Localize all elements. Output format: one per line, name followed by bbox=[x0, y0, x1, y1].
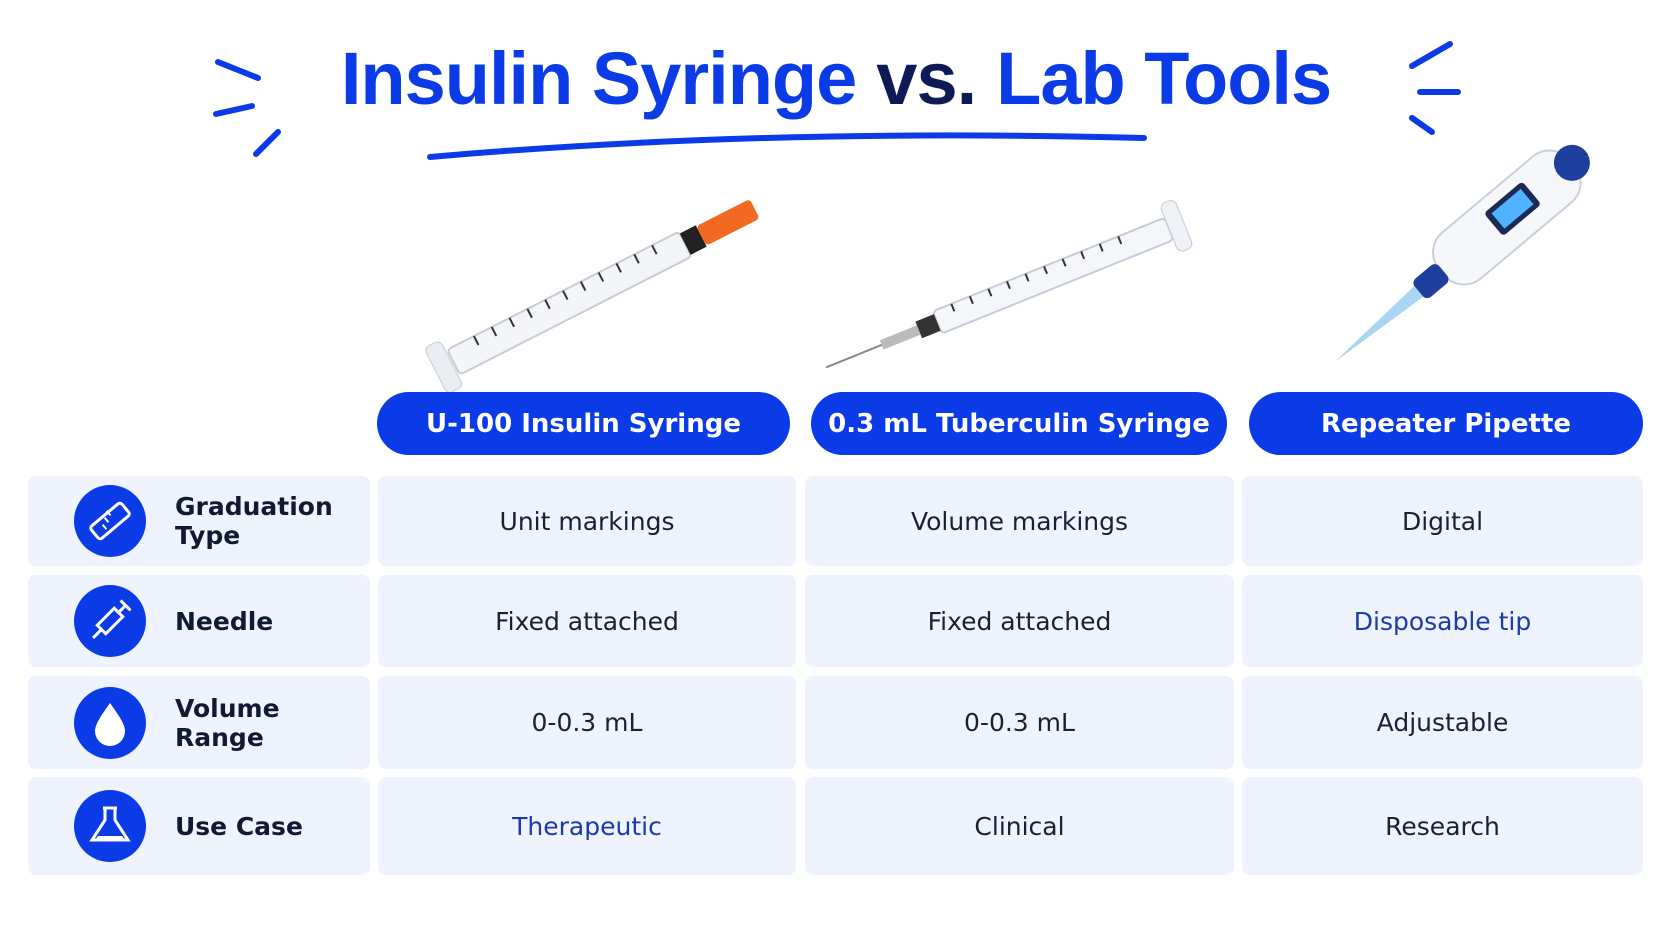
text: Therapeutic bbox=[512, 811, 662, 841]
text: 0-0.3 mL bbox=[531, 708, 643, 737]
text: Research bbox=[1385, 811, 1500, 841]
pipette-image bbox=[1334, 144, 1590, 363]
table-cell: Research bbox=[1242, 777, 1643, 875]
text: Needle bbox=[175, 606, 274, 636]
row-label: Graduation Type bbox=[28, 476, 370, 566]
text: 0-0.3 mL bbox=[964, 708, 1075, 737]
column-header: Repeater Pipette bbox=[1249, 392, 1643, 455]
row-icon bbox=[74, 585, 146, 657]
title: Insulin Syringe vs. Lab Tools bbox=[0, 36, 1672, 121]
text: Disposable tip bbox=[1353, 606, 1532, 636]
table-cell: Adjustable bbox=[1242, 676, 1643, 769]
row-label: Use Case bbox=[28, 777, 370, 875]
title-part: vs. bbox=[876, 37, 977, 120]
column-header: 0.3 mL Tuberculin Syringe bbox=[811, 392, 1227, 455]
table-cell: Volume markings bbox=[805, 476, 1234, 566]
column-header: U-100 Insulin Syringe bbox=[377, 392, 790, 455]
insulin-syringe-image bbox=[425, 200, 759, 393]
row-icon bbox=[74, 485, 146, 557]
text: Use Case bbox=[175, 811, 303, 841]
table-cell: Clinical bbox=[805, 777, 1234, 875]
table-cell: 0-0.3 mL bbox=[805, 676, 1234, 769]
text: Digital bbox=[1401, 506, 1484, 536]
text: Volume Range bbox=[175, 693, 280, 752]
text: Adjustable bbox=[1376, 708, 1509, 737]
text: Unit markings bbox=[499, 506, 675, 536]
table-cell: Therapeutic bbox=[378, 777, 796, 875]
table-cell: Disposable tip bbox=[1242, 575, 1643, 667]
row-icon bbox=[74, 790, 146, 862]
title-part: Lab Tools bbox=[996, 37, 1332, 120]
text: 0.3 mL Tuberculin Syringe bbox=[828, 408, 1210, 439]
text: Fixed attached bbox=[927, 606, 1112, 636]
decorations bbox=[213, 41, 1590, 393]
table-cell: 0-0.3 mL bbox=[378, 676, 796, 769]
text: Fixed attached bbox=[495, 606, 679, 636]
row-label: Needle bbox=[28, 575, 370, 667]
row-icon bbox=[74, 686, 146, 759]
title-part: Insulin Syringe bbox=[340, 37, 857, 120]
table-cell: Digital bbox=[1242, 476, 1643, 566]
text: Clinical bbox=[974, 811, 1065, 841]
text: Repeater Pipette bbox=[1320, 408, 1572, 439]
tuberculin-syringe-image bbox=[825, 200, 1193, 369]
text: Graduation Type bbox=[175, 492, 333, 550]
table-cell: Fixed attached bbox=[805, 575, 1234, 667]
text: U-100 Insulin Syringe bbox=[426, 408, 741, 439]
text: Volume markings bbox=[910, 506, 1129, 536]
table-cell: Unit markings bbox=[378, 476, 796, 566]
table-cell: Fixed attached bbox=[378, 575, 796, 667]
row-label: Volume Range bbox=[28, 676, 370, 769]
